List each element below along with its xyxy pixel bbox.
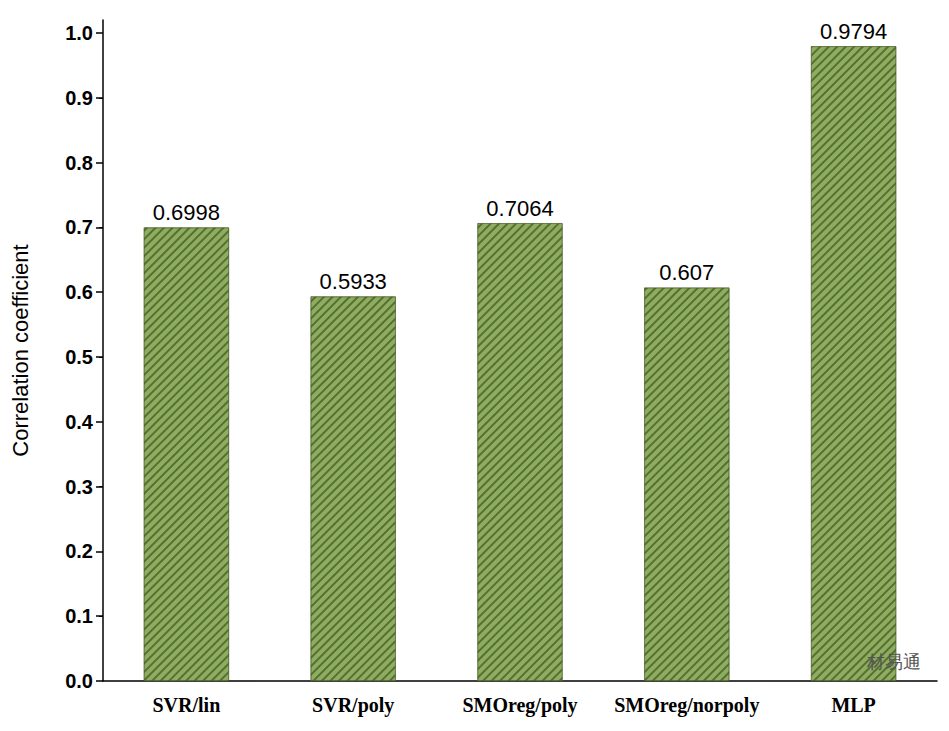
svg-text:SVR/lin: SVR/lin: [152, 694, 220, 716]
svg-text:1.0: 1.0: [65, 22, 93, 44]
svg-text:0.3: 0.3: [65, 476, 93, 498]
svg-text:0.7: 0.7: [65, 216, 93, 238]
svg-text:0.5: 0.5: [65, 346, 93, 368]
svg-text:0.7064: 0.7064: [486, 196, 553, 221]
svg-text:0.9794: 0.9794: [820, 19, 887, 44]
svg-text:0.8: 0.8: [65, 152, 93, 174]
svg-text:0.6998: 0.6998: [153, 200, 220, 225]
svg-text:SMOreg/poly: SMOreg/poly: [462, 694, 577, 717]
svg-text:0.5933: 0.5933: [320, 269, 387, 294]
svg-text:0.4: 0.4: [65, 411, 94, 433]
svg-text:0.1: 0.1: [65, 605, 93, 627]
svg-text:Correlation coefficient: Correlation coefficient: [8, 244, 33, 456]
svg-text:0.2: 0.2: [65, 540, 93, 562]
svg-text:0.607: 0.607: [659, 260, 714, 285]
svg-text:0.6: 0.6: [65, 281, 93, 303]
svg-text:0.0: 0.0: [65, 670, 93, 692]
svg-text:0.9: 0.9: [65, 87, 93, 109]
svg-text:SVR/poly: SVR/poly: [312, 694, 394, 717]
svg-text:SMOreg/norpoly: SMOreg/norpoly: [614, 694, 759, 717]
svg-text:材易通: 材易通: [866, 651, 921, 672]
svg-text:MLP: MLP: [831, 694, 875, 716]
